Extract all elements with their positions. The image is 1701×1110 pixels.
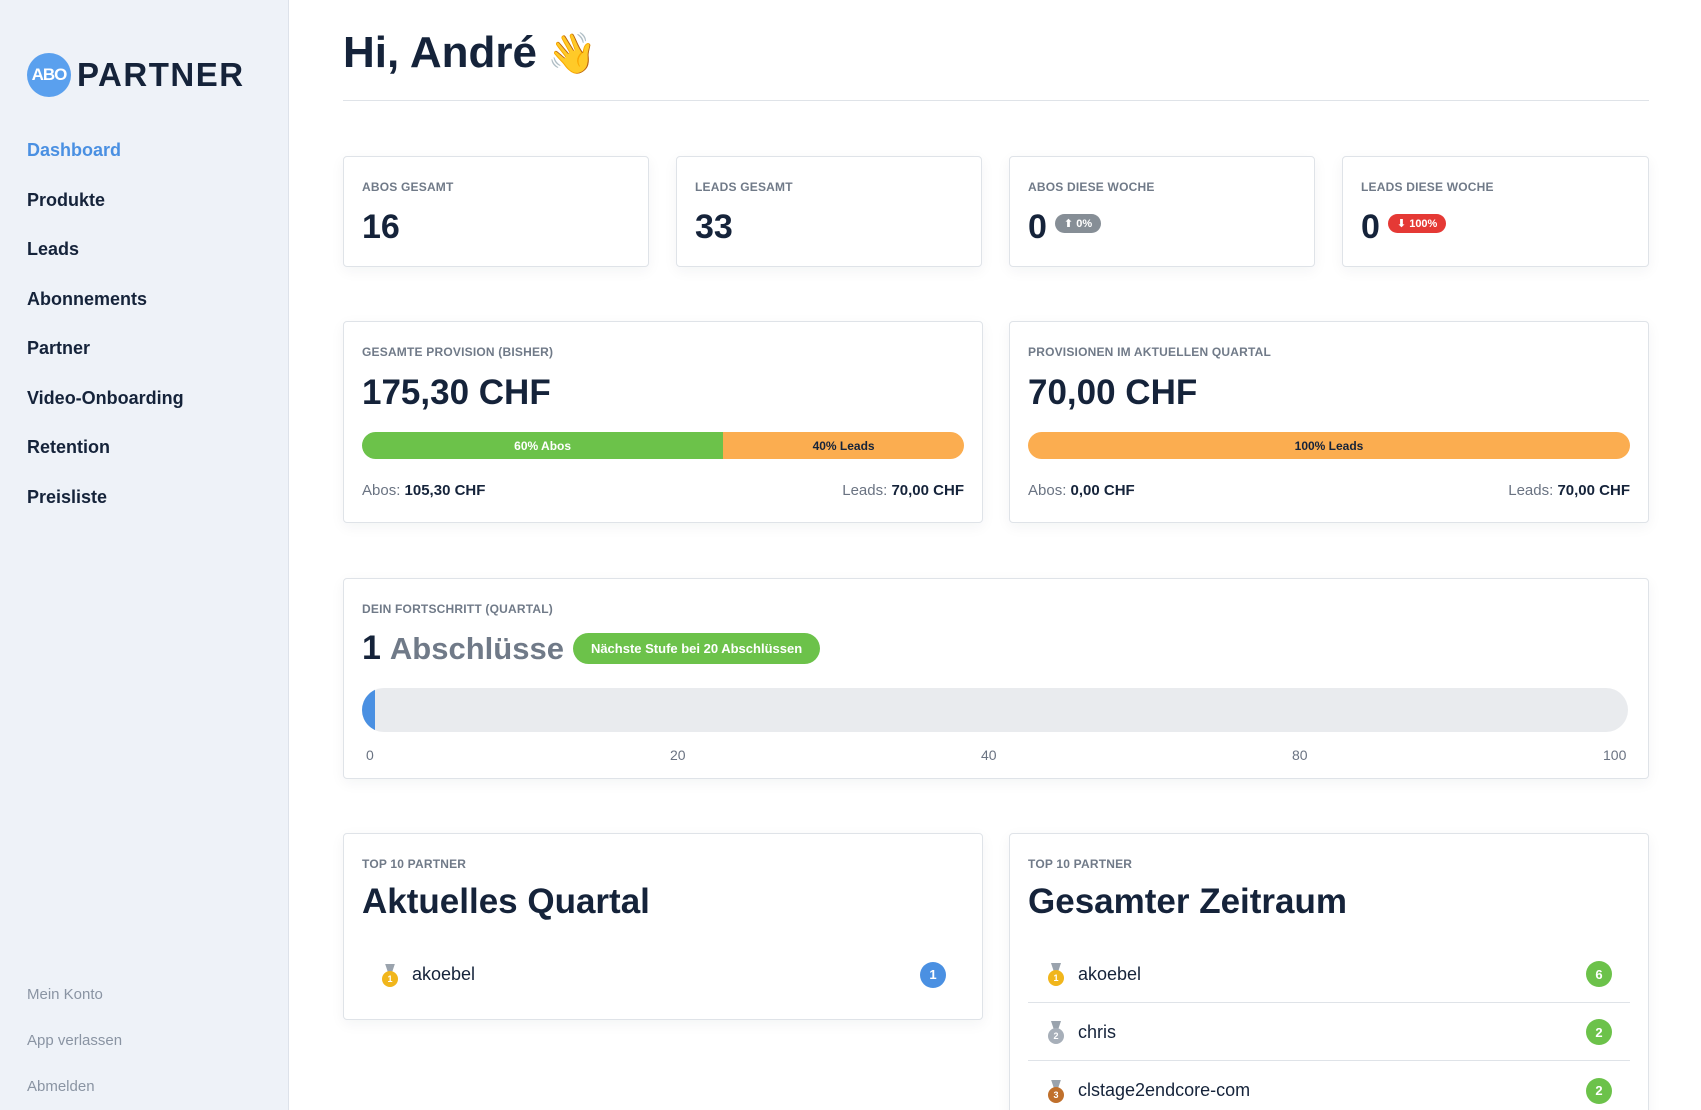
nav-item-retention[interactable]: Retention	[27, 437, 110, 457]
stat-card-abos-diese-woche: ABOS DIESE WOCHE 0 ⬆ 0%	[1009, 156, 1315, 267]
nav-item-video-onboarding[interactable]: Video-Onboarding	[27, 387, 184, 408]
stat-value: 0 ⬇ 100%	[1361, 208, 1447, 247]
next-level-badge: Nächste Stufe bei 20 Abschlüssen	[572, 633, 821, 664]
leads-amount: Leads: 70,00 CHF	[1508, 482, 1630, 499]
header-divider	[343, 100, 1649, 101]
abmelden-link[interactable]: Abmelden	[27, 1078, 95, 1095]
logo-text: PARTNER	[77, 56, 245, 93]
page-greeting: Hi, André 👋	[343, 28, 597, 78]
nav-item-preisliste[interactable]: Preisliste	[27, 486, 108, 507]
stat-label: LEADS DIESE WOCHE	[1361, 180, 1494, 194]
stat-label: ABOS DIESE WOCHE	[1028, 180, 1155, 194]
progress-fill	[362, 688, 375, 732]
bronze-medal-icon: 3	[1048, 1079, 1064, 1103]
trend-badge: ⬇ 100%	[1387, 214, 1447, 233]
stat-card-leads-diese-woche: LEADS DIESE WOCHE 0 ⬇ 100%	[1342, 156, 1649, 267]
count-badge: 6	[1586, 961, 1612, 987]
leaderboard-quarter-card: TOP 10 PARTNER Aktuelles Quartal 1 akoeb…	[343, 833, 983, 1020]
provision-quarter-card: PROVISIONEN IM AKTUELLEN QUARTAL 70,00 C…	[1009, 321, 1649, 523]
gold-medal-icon: 1	[382, 963, 398, 987]
progress-tick: 20	[670, 747, 686, 763]
leads-amount: Leads: 70,00 CHF	[842, 482, 964, 499]
stat-value: 0 ⬆ 0%	[1028, 208, 1102, 247]
stat-card-leads-gesamt: LEADS GESAMT 33	[676, 156, 982, 267]
provision-quarter-amount: 70,00 CHF	[1028, 373, 1198, 412]
partner-name: akoebel	[1078, 963, 1142, 984]
progress-tick: 80	[1292, 747, 1308, 763]
progress-card: DEIN FORTSCHRITT (QUARTAL) 1 Abschlüsse …	[343, 578, 1649, 779]
nav-item-leads[interactable]: Leads	[27, 239, 80, 259]
progress-count: 1	[362, 629, 381, 667]
leaderboard-row[interactable]: 3 clstage2endcore-com 2	[1028, 1062, 1630, 1110]
greeting-text: Hi, André	[343, 28, 537, 77]
stat-label: ABOS GESAMT	[362, 180, 454, 194]
split-segment-abos: 60% Abos	[362, 432, 724, 459]
nav-item-partner[interactable]: Partner	[27, 338, 91, 358]
logo-badge: ABO	[27, 53, 71, 97]
split-segment-leads: 100% Leads	[1028, 432, 1630, 459]
leaderboard-label: TOP 10 PARTNER	[362, 857, 467, 871]
leaderboard-label: TOP 10 PARTNER	[1028, 857, 1133, 871]
trend-badge: ⬆ 0%	[1054, 214, 1102, 233]
main-nav: Dashboard Produkte Leads Abonnements Par…	[27, 136, 184, 532]
progress-track	[362, 688, 1628, 732]
abos-amount: Abos: 0,00 CHF	[1028, 482, 1135, 499]
stat-card-abos-gesamt: ABOS GESAMT 16	[343, 156, 649, 267]
progress-tick: 100	[1603, 747, 1627, 763]
leaderboard-row[interactable]: 1 akoebel 1	[362, 946, 964, 1003]
provision-split-bar: 100% Leads	[1028, 432, 1630, 459]
provision-split-bar: 60% Abos 40% Leads	[362, 432, 964, 459]
stat-value: 16	[362, 208, 400, 246]
provision-total-card: GESAMTE PROVISION (BISHER) 175,30 CHF 60…	[343, 321, 983, 523]
progress-label: DEIN FORTSCHRITT (QUARTAL)	[362, 602, 553, 616]
partner-name: clstage2endcore-com	[1078, 1080, 1251, 1100]
leaderboard-row[interactable]: 2 chris 2	[1028, 1004, 1630, 1061]
nav-item-dashboard[interactable]: Dashboard	[27, 140, 122, 160]
nav-item-abonnements[interactable]: Abonnements	[27, 288, 148, 309]
provision-quarter-label: PROVISIONEN IM AKTUELLEN QUARTAL	[1028, 345, 1272, 359]
provision-total-amount: 175,30 CHF	[362, 373, 551, 412]
mein-konto-link[interactable]: Mein Konto	[27, 986, 103, 1003]
leaderboard-title: Aktuelles Quartal	[362, 882, 650, 921]
partner-name: chris	[1078, 1021, 1117, 1042]
gold-medal-icon: 1	[1048, 963, 1064, 986]
progress-tick: 0	[366, 747, 374, 763]
sidebar: ABO PARTNER Dashboard Produkte Leads Abo…	[0, 0, 289, 1110]
count-badge: 1	[920, 961, 946, 988]
progress-title: 1 Abschlüsse Nächste Stufe bei 20 Abschl…	[362, 629, 821, 668]
progress-tick: 40	[981, 747, 997, 763]
leaderboard-title: Gesamter Zeitraum	[1028, 882, 1348, 921]
leaderboard-total-card: TOP 10 PARTNER Gesamter Zeitraum 1 akoeb…	[1009, 833, 1649, 1110]
waving-hand-icon: 👋	[546, 31, 597, 76]
count-badge: 2	[1586, 1019, 1612, 1045]
abos-amount: Abos: 105,30 CHF	[362, 482, 486, 499]
silver-medal-icon: 2	[1048, 1021, 1064, 1044]
sidebar-footer: Mein Konto App verlassen Abmelden	[27, 983, 122, 1110]
provision-total-label: GESAMTE PROVISION (BISHER)	[362, 345, 554, 359]
app-verlassen-link[interactable]: App verlassen	[27, 1032, 123, 1049]
stat-value: 33	[695, 208, 733, 246]
app-logo[interactable]: ABO PARTNER	[27, 53, 245, 97]
split-segment-leads: 40% Leads	[723, 432, 964, 459]
stat-label: LEADS GESAMT	[695, 180, 793, 194]
count-badge: 2	[1586, 1077, 1612, 1104]
leaderboard-row[interactable]: 1 akoebel 6	[1028, 946, 1630, 1003]
nav-item-produkte[interactable]: Produkte	[27, 189, 106, 210]
partner-name: akoebel	[412, 964, 476, 984]
progress-unit: Abschlüsse	[389, 630, 564, 666]
